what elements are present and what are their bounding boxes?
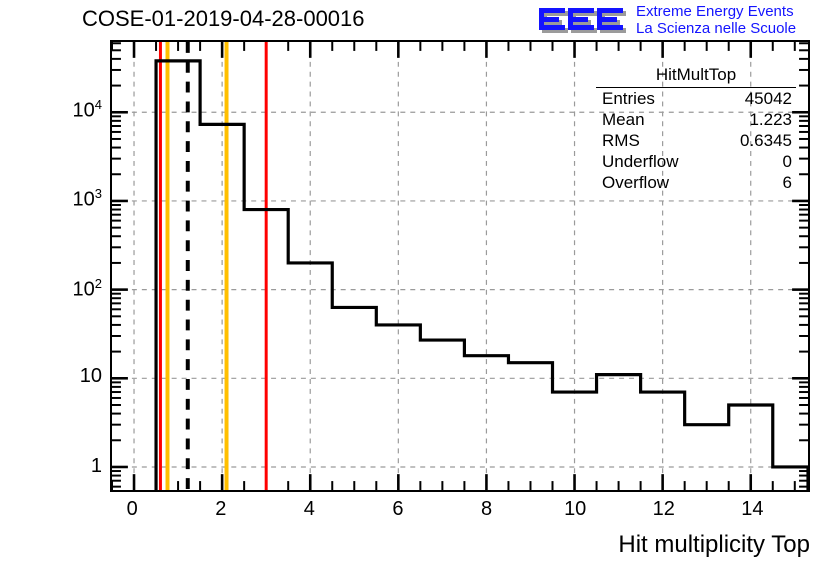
x-tick-label: 14	[741, 498, 764, 520]
stats-row-value: 0	[782, 152, 792, 171]
stats-row: RMS 0.6345	[596, 130, 796, 151]
stats-row-key: Overflow	[602, 173, 670, 192]
page-title: COSE-01-2019-04-28-00016	[82, 6, 365, 31]
axis-ticks	[111, 42, 808, 490]
stats-row-value: 6	[782, 173, 792, 192]
y-tick-label: 1	[90, 454, 102, 477]
x-tick-label: 2	[215, 498, 227, 520]
x-tick-label: 10	[564, 498, 587, 520]
y-tick-label: 103	[72, 186, 102, 212]
y-tick-label: 104	[72, 96, 102, 122]
eee-logo-mark	[539, 8, 626, 33]
plot-frame	[110, 40, 810, 492]
x-tick-label: 12	[652, 498, 675, 520]
y-tick-label: 10	[79, 365, 102, 388]
stats-row-key: RMS	[602, 131, 640, 150]
x-tick-label: 4	[303, 498, 315, 520]
stats-box-rows: Entries 45042 Mean 1.223 RMS 0.6345 Underflow 0…	[596, 88, 796, 193]
stats-row: Mean 1.223	[596, 109, 796, 130]
stats-row-key: Mean	[602, 110, 645, 129]
x-tick-label: 6	[392, 498, 404, 520]
eee-logo-line1: Extreme Energy Events	[636, 3, 794, 20]
stats-row-key: Entries	[602, 89, 655, 108]
eee-logo: Extreme Energy Events La Scienza nelle S…	[536, 2, 834, 40]
x-tick-label: 0	[126, 498, 138, 520]
stats-row-value: 45042	[744, 89, 792, 108]
histogram-curve	[154, 59, 810, 490]
marker-lines	[158, 42, 268, 490]
stats-row-value: 1.223	[749, 110, 792, 129]
stats-row: Entries 45042	[596, 88, 796, 109]
stats-row: Underflow 0	[596, 151, 796, 172]
stats-row: Overflow 6	[596, 172, 796, 193]
y-tick-label: 102	[72, 275, 102, 301]
stats-row-key: Underflow	[602, 152, 679, 171]
eee-logo-text: Extreme Energy Events La Scienza nelle S…	[636, 3, 796, 37]
x-tick-label: 8	[481, 498, 493, 520]
stats-row-value: 0.6345	[740, 131, 792, 150]
gridlines	[112, 42, 808, 490]
stats-box: HitMultTop Entries 45042 Mean 1.223 RMS 0.634…	[596, 64, 796, 193]
x-axis-title: Hit multiplicity Top	[618, 531, 810, 558]
eee-logo-line2: La Scienza nelle Scuole	[636, 20, 797, 37]
plot-canvas	[111, 42, 810, 490]
stats-box-title: HitMultTop	[596, 64, 796, 88]
